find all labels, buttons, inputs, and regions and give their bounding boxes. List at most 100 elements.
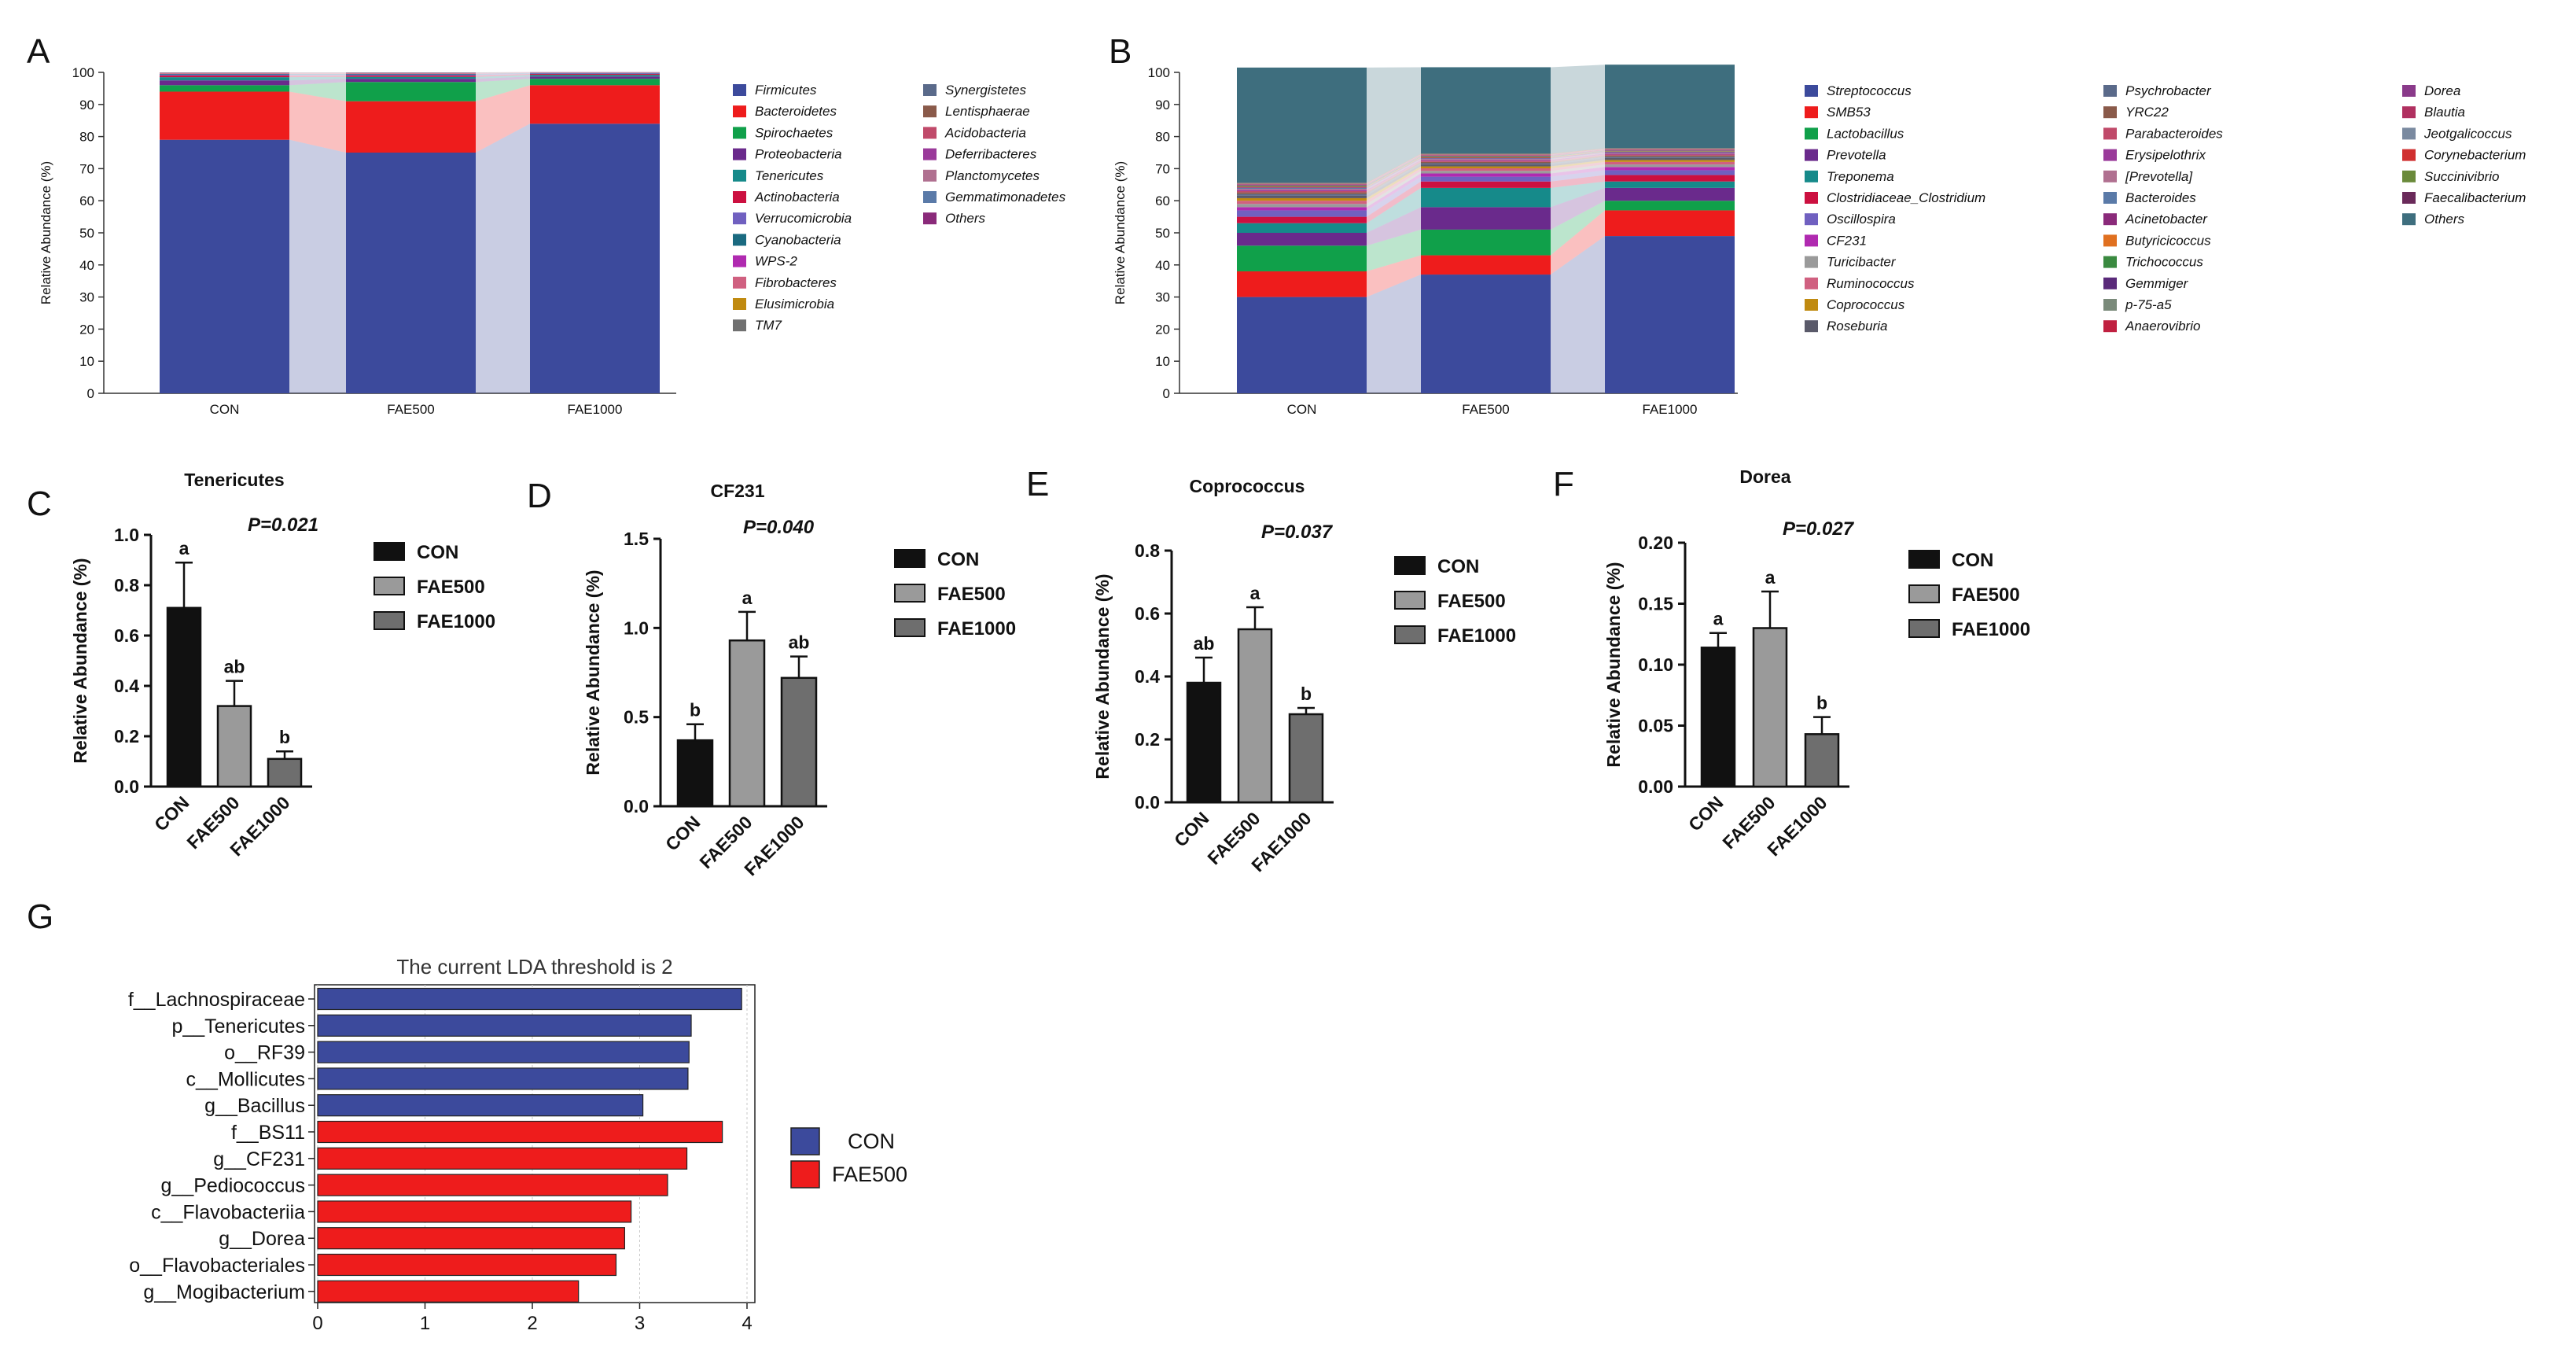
- bar-fae500-tenericutes: [346, 77, 476, 79]
- y-tick-label-g-pediococcus: g__Pediococcus: [161, 1175, 305, 1197]
- legend-swatch-verrucomicrobia: [733, 212, 746, 224]
- legend-label-yrc22: YRC22: [2125, 105, 2169, 120]
- bar-fae1000-cf231: [1605, 167, 1735, 170]
- legend-swatch-planctomycetes: [923, 170, 937, 182]
- legend-swatch-prevotella: [2103, 171, 2117, 182]
- bar-fae500-lactobacillus: [1421, 230, 1551, 256]
- bar-fae1000-tenericutes: [530, 75, 660, 76]
- legend-swatch-lactobacillus: [1805, 127, 1818, 139]
- legend-label-blautia: Blautia: [2424, 105, 2465, 120]
- legend-swatch-con: [791, 1128, 819, 1155]
- legend-swatch-gemmatimonadetes: [923, 191, 937, 203]
- chart-title: Coprococcus: [1190, 476, 1305, 496]
- y-axis-label: Relative Abundance (%): [1092, 573, 1113, 779]
- bar-fae1000: [782, 678, 816, 806]
- legend-label-spirochaetes: Spirochaetes: [755, 125, 834, 140]
- bar-fae1000-ruminococcus: [1605, 162, 1735, 164]
- legend-label-con: CON: [417, 542, 458, 563]
- y-tick-label-g-bacillus: g__Bacillus: [204, 1095, 305, 1117]
- bar-fae1000-erysipelothrix: [1605, 153, 1735, 154]
- significance-letter-fae500: a: [1250, 583, 1260, 603]
- significance-letter-fae1000: b: [1816, 693, 1827, 713]
- legend-swatch-tenericutes: [733, 170, 746, 182]
- bar-fae500: [730, 640, 764, 806]
- y-tick-label: 80: [79, 130, 94, 145]
- legend-label-fae500: FAE500: [1437, 591, 1506, 612]
- legend-label-fae500: FAE500: [832, 1163, 907, 1186]
- bar-con-turicibacter: [1237, 204, 1367, 207]
- bar-con: [678, 740, 712, 806]
- significance-letter-fae1000: ab: [789, 632, 810, 653]
- bar-con-psychrobacter: [1237, 194, 1367, 196]
- legend-swatch-treponema: [1805, 171, 1818, 182]
- y-tick-label: 0.0: [624, 796, 649, 816]
- bar-fae500-bacteroidetes: [346, 101, 476, 153]
- legend-label-erysipelothrix: Erysipelothrix: [2125, 148, 2206, 163]
- bar-fae500-streptococcus: [1421, 275, 1551, 393]
- legend-swatch-bacteroidetes: [733, 105, 746, 117]
- legend: StreptococcusSMB53LactobacillusPrevotell…: [1805, 83, 2526, 334]
- legend-label-p-75-a5: p-75-a5: [2125, 297, 2172, 312]
- legend-label-con: CON: [1952, 550, 1993, 571]
- x-tick-label-con: CON: [1287, 402, 1317, 417]
- chart-title: CF231: [710, 481, 764, 501]
- legend-swatch-coprococcus: [1805, 299, 1818, 311]
- y-tick-label: 0.5: [624, 707, 649, 728]
- legend-swatch-parabacteroides: [2103, 127, 2117, 139]
- legend-label-gemmatimonadetes: Gemmatimonadetes: [945, 190, 1066, 205]
- y-tick-label: 90: [1155, 98, 1170, 112]
- bar-con-roseburia: [1237, 196, 1367, 198]
- x-tick-label-fae1000: FAE1000: [1643, 402, 1698, 417]
- legend-swatch-wps-2: [733, 256, 746, 267]
- x-tick-label: 4: [742, 1313, 752, 1334]
- y-tick-label: 40: [79, 258, 94, 273]
- legend-swatch-turicibacter: [1805, 256, 1818, 268]
- bar-fae1000-actinobacteria: [530, 74, 660, 75]
- legend-swatch-elusimicrobia: [733, 298, 746, 310]
- legend-swatch-streptococcus: [1805, 85, 1818, 97]
- bar-c-flavobacteriia: [318, 1201, 631, 1222]
- bar-fae500-cf231: [1421, 174, 1551, 177]
- y-tick-label-f-bs11: f__BS11: [231, 1122, 305, 1144]
- bar-con-prevotella: [1237, 189, 1367, 190]
- legend-label-others: Others: [945, 211, 986, 226]
- significance-letter-con: b: [690, 700, 701, 721]
- bar-con-verrucomicrobia: [160, 75, 289, 76]
- legend-label-succinivibrio: Succinivibrio: [2424, 169, 2499, 184]
- legend-swatch-trichococcus: [2103, 256, 2117, 268]
- y-tick-label-g-dorea: g__Dorea: [219, 1228, 305, 1250]
- bar-fae1000-parabacteroides: [1605, 154, 1735, 155]
- y-tick-label: 0.2: [114, 726, 139, 746]
- chart-title: Tenericutes: [184, 470, 284, 490]
- y-tick-label: 0.4: [1135, 666, 1160, 687]
- legend-label-wps-2: WPS-2: [755, 254, 797, 269]
- y-tick-label: 0.0: [114, 776, 139, 797]
- legend-label-smb53: SMB53: [1827, 105, 1871, 120]
- legend-label-oscillospira: Oscillospira: [1827, 212, 1896, 227]
- bar-con-firmicutes: [160, 140, 289, 393]
- bar-p-tenericutes: [318, 1015, 691, 1036]
- bar-con-smb53: [1237, 271, 1367, 297]
- bar-f-lachnospiraceae: [318, 989, 742, 1010]
- bar-fae500: [1238, 629, 1271, 802]
- bar-fae1000-prevotella: [1605, 188, 1735, 201]
- legend-swatch-lentisphaerae: [923, 105, 937, 117]
- bar-fae500: [1754, 628, 1787, 787]
- legend-label-deferribacteres: Deferribacteres: [945, 147, 1037, 162]
- legend-label-actinobacteria: Actinobacteria: [754, 190, 840, 205]
- legend-label-coprococcus: Coprococcus: [1827, 297, 1905, 312]
- legend-swatch-firmicutes: [733, 84, 746, 96]
- y-tick-label: 0: [87, 386, 94, 401]
- bar-fae1000-oscillospira: [1605, 170, 1735, 175]
- connector-firmicutes: [289, 140, 346, 393]
- y-tick-label: 10: [79, 354, 94, 369]
- significance-letter-fae1000: b: [1301, 684, 1312, 704]
- legend-label-acidobacteria: Acidobacteria: [944, 125, 1026, 140]
- bar-fae1000-verrucomicrobia: [530, 73, 660, 74]
- y-tick-label: 0.15: [1638, 594, 1673, 614]
- legend-swatch-con: [1909, 551, 1939, 568]
- y-tick-label: 100: [1148, 65, 1170, 80]
